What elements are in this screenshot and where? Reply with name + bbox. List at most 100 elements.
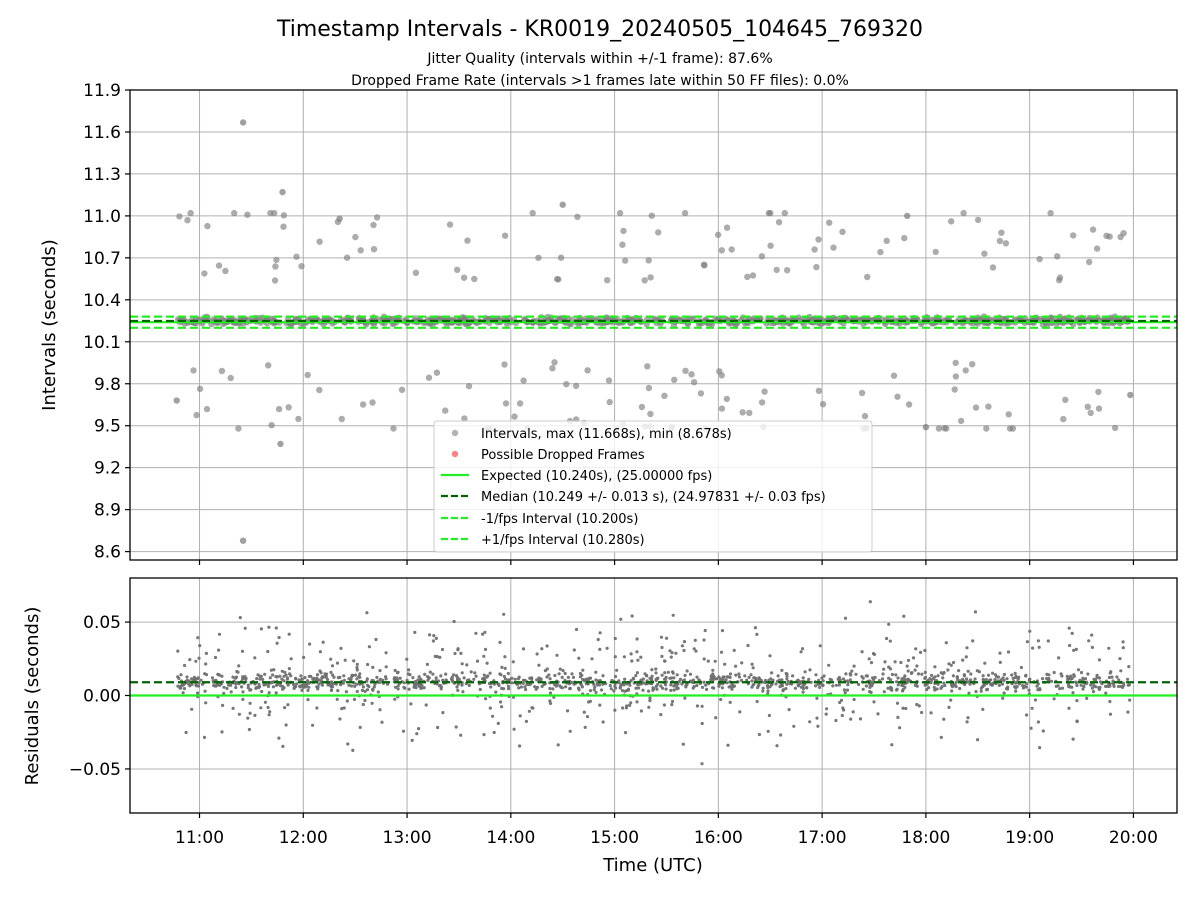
residual-point — [594, 678, 598, 682]
x-tick-label: 13:00 — [383, 828, 432, 848]
interval-point — [901, 234, 908, 242]
residual-point — [592, 682, 596, 687]
residual-point — [424, 703, 428, 707]
residual-point — [635, 650, 639, 654]
y-tick-label: 11.0 — [83, 207, 121, 227]
residual-point — [755, 699, 759, 704]
residual-point — [375, 675, 379, 680]
residual-point — [683, 673, 687, 678]
residual-point — [478, 687, 482, 692]
x-tick-label: 19:00 — [1005, 828, 1054, 848]
residual-point — [654, 667, 658, 671]
residual-point — [559, 685, 563, 689]
residual-point — [580, 685, 585, 689]
residual-point — [361, 702, 365, 707]
interval-point — [336, 215, 343, 222]
interval-point — [605, 377, 613, 384]
residual-point — [1090, 686, 1094, 690]
residual-point — [503, 677, 507, 681]
residual-point — [1002, 691, 1006, 695]
residual-point — [982, 678, 986, 682]
residual-point — [428, 670, 432, 674]
residual-point — [577, 656, 581, 660]
residual-point — [1037, 645, 1041, 649]
residual-point — [630, 659, 634, 663]
interval-point — [574, 213, 581, 220]
residual-point — [302, 655, 306, 660]
residual-point — [235, 680, 239, 685]
residual-point — [439, 674, 443, 678]
residual-point — [957, 669, 961, 673]
residual-point — [396, 684, 400, 688]
residual-point — [986, 673, 991, 677]
interval-point — [557, 254, 565, 261]
residual-point — [553, 683, 557, 687]
residual-point — [705, 687, 709, 692]
residual-point — [503, 655, 507, 659]
residual-point — [888, 639, 892, 643]
interval-point — [761, 388, 768, 395]
residual-point — [1108, 671, 1112, 675]
residual-point — [482, 654, 486, 658]
residual-point — [849, 717, 853, 721]
interval-point — [280, 212, 288, 219]
residual-point — [1078, 678, 1082, 682]
residual-point — [198, 644, 202, 648]
residual-point — [694, 649, 698, 653]
residual-point — [695, 704, 700, 708]
residual-point — [976, 738, 980, 742]
residual-point — [1045, 676, 1049, 681]
residual-point — [266, 705, 270, 710]
residual-point — [488, 706, 492, 710]
residual-point — [241, 697, 245, 702]
residual-point — [474, 674, 478, 678]
residual-point — [1070, 631, 1074, 636]
residual-point — [568, 729, 572, 733]
residual-point — [396, 687, 400, 691]
residual-point — [311, 677, 315, 681]
residual-point — [311, 723, 315, 727]
interval-point — [606, 398, 613, 406]
residual-point — [1128, 698, 1132, 702]
residual-point — [481, 632, 485, 636]
residual-point — [684, 684, 688, 688]
residual-point — [781, 688, 785, 692]
residual-point — [750, 679, 754, 683]
legend-label-dropped: Possible Dropped Frames — [481, 448, 645, 463]
interval-point — [231, 209, 238, 217]
interval-point — [316, 386, 323, 394]
residual-point — [974, 690, 978, 694]
interval-point — [359, 401, 367, 408]
residual-point — [669, 655, 673, 659]
residual-point — [973, 677, 977, 681]
residual-point — [517, 675, 521, 679]
residual-point — [785, 677, 789, 681]
residual-point — [222, 691, 226, 695]
residual-point — [734, 664, 738, 668]
interval-point — [746, 409, 753, 417]
residual-point — [1097, 658, 1101, 662]
residual-point — [287, 632, 291, 636]
residual-point — [492, 730, 496, 735]
residual-point — [820, 676, 824, 680]
residual-point — [923, 675, 928, 680]
residual-point — [190, 677, 194, 681]
residual-point — [483, 647, 488, 652]
residual-point — [968, 682, 972, 686]
residual-point — [997, 683, 1002, 688]
residual-point — [286, 703, 290, 707]
interval-point — [981, 250, 988, 257]
residual-point — [766, 689, 770, 693]
residual-point — [685, 669, 689, 673]
residual-point — [535, 685, 540, 690]
residual-point — [1115, 675, 1119, 679]
residual-point — [306, 698, 310, 702]
residual-point — [1070, 685, 1074, 689]
residual-point — [484, 697, 488, 701]
residual-point — [664, 687, 668, 691]
interval-point — [442, 407, 449, 414]
residual-point — [887, 676, 891, 680]
residual-point — [951, 674, 956, 678]
residual-point — [282, 686, 286, 690]
interval-point — [412, 315, 419, 322]
